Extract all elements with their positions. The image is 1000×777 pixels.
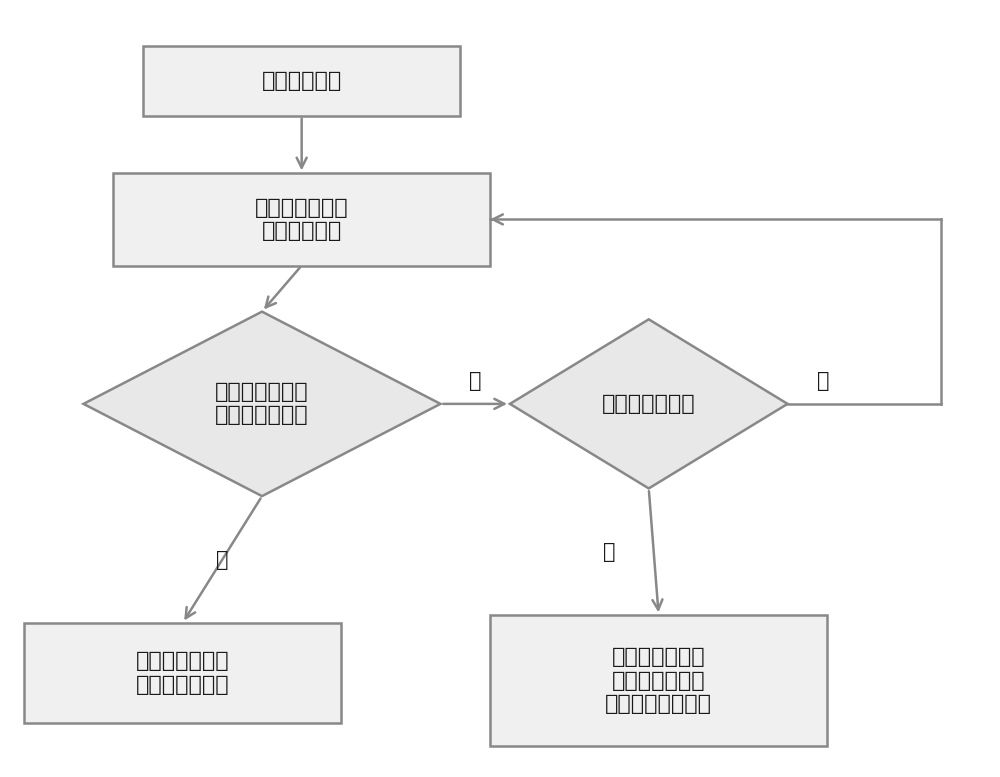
FancyBboxPatch shape: [143, 47, 460, 116]
Text: 上锁是否超时？: 上锁是否超时？: [602, 394, 696, 414]
Polygon shape: [84, 312, 441, 496]
Text: 是: 是: [216, 549, 229, 570]
Text: 否: 否: [469, 371, 481, 391]
Polygon shape: [510, 319, 788, 489]
Text: 清除上锁指令，
返回上锁超时，
限制外接充电功率: 清除上锁指令， 返回上锁超时， 限制外接充电功率: [605, 647, 712, 714]
Text: 是: 是: [603, 542, 615, 562]
FancyBboxPatch shape: [490, 615, 827, 746]
FancyBboxPatch shape: [113, 173, 490, 266]
Text: 否: 否: [817, 371, 830, 391]
Text: 执行上锁动作，
累计上锁时间: 执行上锁动作， 累计上锁时间: [255, 198, 348, 241]
Text: 清除上锁指令，
返回已上锁状态: 清除上锁指令， 返回已上锁状态: [136, 651, 229, 695]
FancyBboxPatch shape: [24, 623, 341, 723]
Text: 收到上锁指令: 收到上锁指令: [262, 71, 342, 91]
Text: 当前电子锁是否
处于上锁状态？: 当前电子锁是否 处于上锁状态？: [215, 382, 309, 426]
